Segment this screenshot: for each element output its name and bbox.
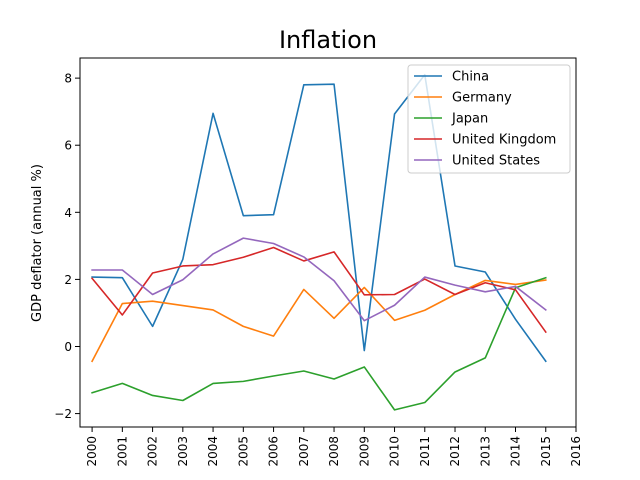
x-tick-label: 2016 <box>569 436 583 467</box>
legend-label: United States <box>452 154 540 169</box>
x-tick-label: 2005 <box>236 436 250 467</box>
series-line-united-states <box>91 237 547 322</box>
axes-layer: 2000 2001 2002 2003 2004 2005 2006 2007 2008 2009… <box>54 57 583 467</box>
legend-label: Germany <box>452 91 512 106</box>
series-layer <box>90 73 547 411</box>
x-tick-label: 2012 <box>448 436 462 467</box>
x-tick-label: 2004 <box>206 436 220 467</box>
legend-label: United Kingdom <box>452 133 556 148</box>
series-line-germany <box>91 279 547 363</box>
x-tick-label: 2015 <box>539 436 553 467</box>
x-tick-label: 2006 <box>267 436 281 467</box>
legend: China Germany Japan United Kingdom United St… <box>407 64 571 174</box>
legend-label: China <box>452 70 489 85</box>
series-line-japan <box>91 276 547 411</box>
y-tick-label: 2 <box>64 273 72 287</box>
legend-box <box>407 64 571 174</box>
x-tick-label: 2001 <box>115 436 129 467</box>
x-tick-label: 2008 <box>327 436 341 467</box>
y-tick-label: 4 <box>64 206 72 220</box>
y-tick-label: 0 <box>64 340 72 354</box>
x-tick-label: 2010 <box>388 436 402 467</box>
x-tick-label: 2011 <box>418 436 432 467</box>
x-tick-label: 2002 <box>146 436 160 467</box>
y-tick-label: −2 <box>54 407 72 421</box>
y-axis-label: GDP deflator (annual %) <box>30 164 45 322</box>
chart-title: Inflation <box>279 26 377 54</box>
y-tick-label: 6 <box>64 139 72 153</box>
x-tick-label: 2009 <box>357 436 371 467</box>
x-tick-label: 2014 <box>509 436 523 467</box>
y-tick-label: 8 <box>64 72 72 86</box>
x-tick-label: 2003 <box>176 436 190 467</box>
series-line-china <box>91 73 547 363</box>
legend-label: Japan <box>451 112 488 127</box>
plot-frame <box>79 57 577 428</box>
x-tick-label: 2000 <box>85 436 99 467</box>
x-tick-label: 2013 <box>478 436 492 467</box>
x-tick-label: 2007 <box>297 436 311 467</box>
